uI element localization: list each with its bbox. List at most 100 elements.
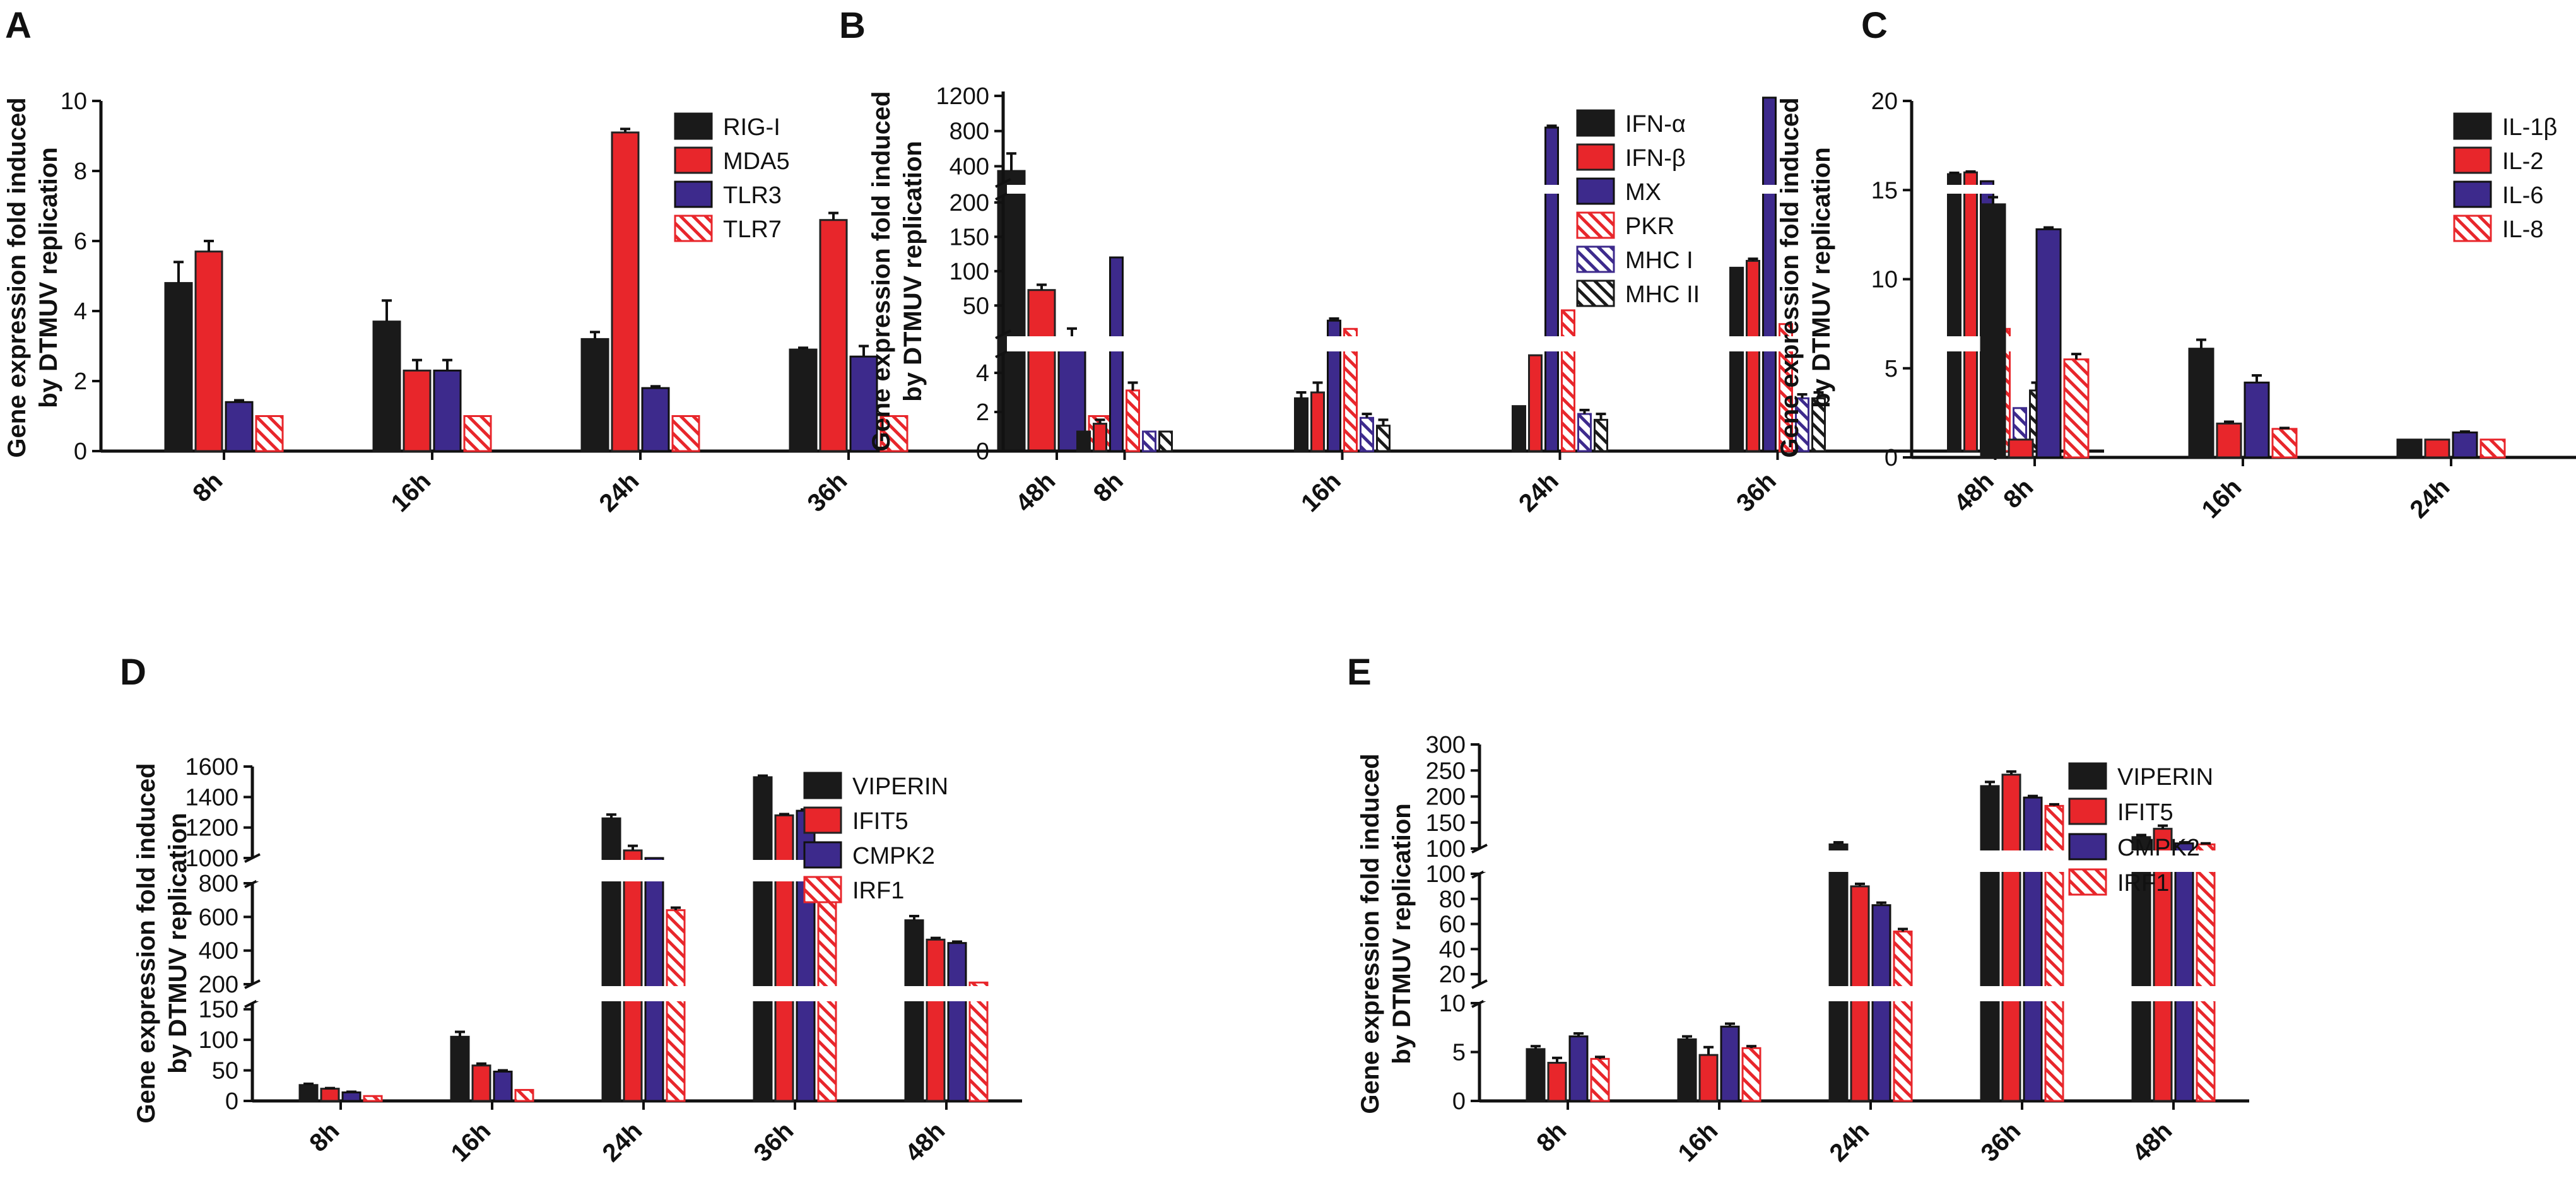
y-tick-label: 1200 (185, 815, 238, 842)
y-tick-label: 2 (74, 368, 87, 395)
legend-swatch-MDA5 (674, 146, 713, 174)
bar-VIPERIN-36h (1980, 785, 2000, 1102)
y-tick-label: 100 (950, 259, 989, 285)
bar-IRF1-24h (666, 909, 686, 1102)
legend-swatch-PKR (1576, 211, 1615, 239)
bar-PKR-36h (1779, 323, 1793, 452)
bar-IFN-β-8h (1093, 423, 1107, 452)
legend-label-IRF1: IRF1 (2117, 870, 2169, 897)
legend-label-MDA5: MDA5 (723, 148, 790, 175)
bar-IFIT5-36h (774, 814, 794, 1102)
legend-label-IFIT5: IFIT5 (2117, 799, 2173, 826)
y-tick-label: 0 (74, 438, 87, 465)
panel-E: E Gene expression fold induced by DTMUV re… (1347, 652, 2249, 1167)
panel-letter: A (5, 5, 32, 46)
bar-IFN-α-24h (1512, 405, 1526, 452)
bar-TLR7-16h (463, 415, 492, 452)
y-tick-label: 150 (1426, 810, 1466, 837)
y-tick-label: 100 (199, 1027, 238, 1054)
y-tick-label: 0 (976, 438, 989, 465)
legend-label-CMPK2: CMPK2 (2117, 835, 2200, 861)
bar-MDA5-36h (819, 219, 848, 452)
bar-RIG-I-24h (580, 338, 609, 452)
bar-VIPERIN-16h (1677, 1038, 1697, 1102)
legend-label-PKR: PKR (1625, 213, 1674, 240)
y-axis-label-line1: Gene expression fold induced (867, 91, 895, 451)
bar-CMPK2-8h (341, 1091, 362, 1102)
y-axis-label: Gene expression fold induced by DTMUV rep… (867, 91, 927, 451)
bar-IFIT5-16h (471, 1064, 491, 1102)
y-tick-label: 60 (1439, 912, 1466, 938)
legend-swatch-CMPK2 (2068, 833, 2107, 861)
x-tick-label: 36h (1731, 467, 1782, 517)
x-tick-label: 8h (1531, 1117, 1572, 1157)
bar-VIPERIN-48h (904, 919, 924, 1102)
bar-IFN-α-8h (1076, 430, 1091, 452)
legend-label-VIPERIN: VIPERIN (2117, 764, 2213, 791)
y-tick-label: 400 (950, 154, 989, 180)
legend-swatch-IL-2 (2453, 146, 2492, 174)
bar-IRF1-48h (968, 981, 989, 1102)
y-axis-label-line1: Gene expression fold induced (132, 763, 160, 1123)
y-tick-label: 50 (212, 1058, 238, 1085)
y-tick-label: 150 (950, 224, 989, 250)
legend-label-IL-1β: IL-1β (2502, 114, 2557, 141)
x-tick-label: 48h (1011, 467, 1061, 517)
bar-IFIT5-8h (1547, 1062, 1567, 1102)
x-tick-label: 24h (597, 1117, 648, 1167)
legend-swatch-VIPERIN (2068, 762, 2107, 790)
y-axis-label-line1: Gene expression fold induced (1776, 97, 1804, 457)
bar-IL-8-8h (2063, 358, 2090, 459)
bar-IFIT5-48h (2153, 828, 2173, 1102)
bar-TLR3-36h (849, 355, 878, 452)
legend-swatch-VIPERIN (803, 772, 842, 799)
legend-swatch-MHC II (1576, 279, 1615, 307)
bar-MX-8h (1109, 256, 1124, 452)
bar-CMPK2-16h (1720, 1025, 1740, 1102)
bar-IRF1-8h (363, 1095, 383, 1102)
y-tick-label: 2 (976, 399, 989, 426)
y-tick-label: 1000 (185, 845, 238, 872)
bar-CMPK2-24h (1871, 904, 1891, 1102)
bar-MHC II-24h (1594, 418, 1608, 452)
bar-MHC II-8h (1158, 430, 1173, 452)
bar-IRF1-36h (2044, 804, 2064, 1102)
x-tick-label: 24h (2405, 473, 2455, 524)
y-axis-label-line2: by DTMUV replication (164, 813, 192, 1073)
x-tick-label: 24h (1514, 467, 1564, 517)
x-tick-label: 36h (749, 1117, 799, 1167)
legend-swatch-IFIT5 (803, 806, 842, 834)
legend-label-RIG-I: RIG-I (723, 114, 780, 141)
x-tick-label: 8h (1088, 467, 1129, 507)
y-tick-label: 0 (1885, 445, 1898, 471)
bar-MX-24h (1544, 126, 1559, 452)
panel-letter: D (120, 652, 146, 693)
bar-IFN-α-36h (1729, 266, 1744, 452)
y-tick-label: 50 (963, 293, 989, 319)
axis-break-gap (1483, 850, 2249, 872)
x-tick-label: 16h (446, 1117, 497, 1167)
bar-IFN-β-16h (1310, 391, 1325, 452)
x-tick-label: 8h (304, 1117, 344, 1157)
bar-MDA5-8h (194, 250, 223, 452)
legend-label-TLR3: TLR3 (723, 182, 782, 209)
bar-IRF1-16h (1741, 1047, 1761, 1102)
legend-label-VIPERIN: VIPERIN (852, 773, 948, 800)
y-tick-label: 4 (976, 360, 989, 387)
bar-MHC I-16h (1360, 416, 1374, 452)
legend-label-IL-8: IL-8 (2502, 216, 2543, 243)
bar-IFN-α-48h (1947, 173, 1961, 452)
y-axis-label: Gene expression fold induced by DTMUV rep… (1776, 97, 1835, 457)
bar-IL-1β-8h (1980, 203, 2006, 459)
bar-MX-36h (1762, 97, 1777, 452)
bar-PKR-8h (1126, 389, 1140, 452)
bar-CMPK2-36h (2023, 796, 2043, 1102)
bar-TLR7-24h (671, 415, 700, 452)
legend-label-IFN-β: IFN-β (1625, 145, 1686, 172)
y-tick-label: 300 (1426, 732, 1466, 758)
y-tick-label: 8 (74, 158, 87, 185)
y-axis-label-line2: by DTMUV replication (35, 147, 62, 408)
axis-break-gap (256, 860, 1022, 881)
